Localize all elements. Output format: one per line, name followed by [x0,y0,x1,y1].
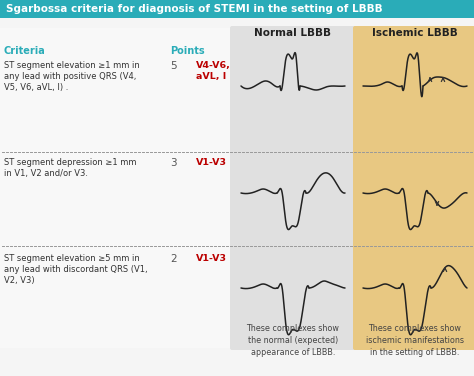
Text: Sgarbossa criteria for diagnosis of STEMI in the setting of LBBB: Sgarbossa criteria for diagnosis of STEM… [6,4,383,14]
Text: Points: Points [170,46,205,56]
Text: V4-V6,
aVL, I: V4-V6, aVL, I [196,61,231,81]
Text: ST segment elevation ≥1 mm in
any lead with positive QRS (V4,
V5, V6, aVL, I) .: ST segment elevation ≥1 mm in any lead w… [4,61,140,92]
Text: V1-V3: V1-V3 [196,158,227,167]
Text: Criteria: Criteria [4,46,46,56]
Text: V1-V3: V1-V3 [196,254,227,263]
Text: 5: 5 [170,61,177,71]
Text: These complexes show
the normal (expected)
appearance of LBBB.: These complexes show the normal (expecte… [246,324,339,356]
FancyBboxPatch shape [230,26,356,350]
Text: These complexes show
ischemic manifestations
in the setting of LBBB.: These complexes show ischemic manifestat… [366,324,464,356]
Text: ST segment elevation ≥5 mm in
any lead with discordant QRS (V1,
V2, V3): ST segment elevation ≥5 mm in any lead w… [4,254,147,285]
Text: 3: 3 [170,158,177,168]
Text: 2: 2 [170,254,177,264]
Text: Ischemic LBBB: Ischemic LBBB [372,28,458,38]
FancyBboxPatch shape [0,0,474,18]
FancyBboxPatch shape [0,28,232,348]
FancyBboxPatch shape [353,26,474,350]
Text: Normal LBBB: Normal LBBB [255,28,331,38]
Text: ST segment depression ≥1 mm
in V1, V2 and/or V3.: ST segment depression ≥1 mm in V1, V2 an… [4,158,137,178]
